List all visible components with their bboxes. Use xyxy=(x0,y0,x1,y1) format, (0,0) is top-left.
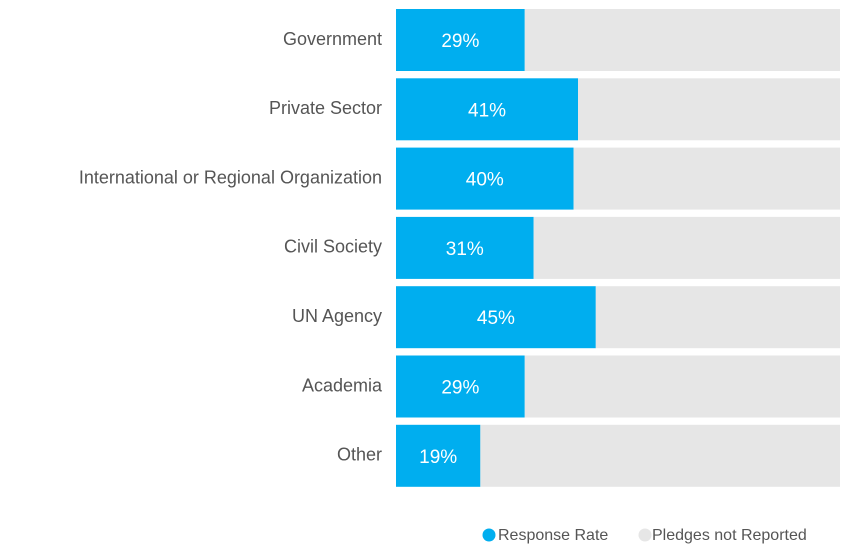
legend-label: Pledges not Reported xyxy=(652,527,807,544)
bar-segment xyxy=(573,147,840,210)
value-label: 45% xyxy=(477,308,515,329)
category-label: Private Sector xyxy=(269,98,382,118)
legend-label: Response Rate xyxy=(498,527,608,544)
category-label: Government xyxy=(283,29,382,49)
bar-segment xyxy=(595,286,840,349)
value-label: 19% xyxy=(419,447,457,468)
bar-segment xyxy=(533,216,840,279)
category-label: Other xyxy=(337,445,382,465)
bar-segment xyxy=(396,216,534,279)
bar-segment xyxy=(524,9,840,71)
legend-swatch xyxy=(638,528,652,542)
value-label: 31% xyxy=(446,239,484,260)
category-label: International or Regional Organization xyxy=(79,167,382,187)
value-label: 40% xyxy=(466,170,504,191)
value-label: 29% xyxy=(441,31,479,52)
category-label: Academia xyxy=(302,375,383,395)
value-label: 41% xyxy=(468,100,506,121)
category-label: Civil Society xyxy=(284,237,382,257)
legend-swatch xyxy=(482,528,496,542)
bar-segment xyxy=(578,78,840,141)
bar-segment xyxy=(480,424,840,487)
bar-segment xyxy=(396,9,525,71)
bar-segment xyxy=(524,355,840,418)
category-label: UN Agency xyxy=(292,306,382,326)
bar-segment xyxy=(396,355,525,418)
bar-segment xyxy=(396,424,481,487)
bar-segment xyxy=(396,286,596,349)
bar-segment xyxy=(396,78,579,141)
bar-segment xyxy=(396,147,574,210)
value-label: 29% xyxy=(441,378,479,399)
